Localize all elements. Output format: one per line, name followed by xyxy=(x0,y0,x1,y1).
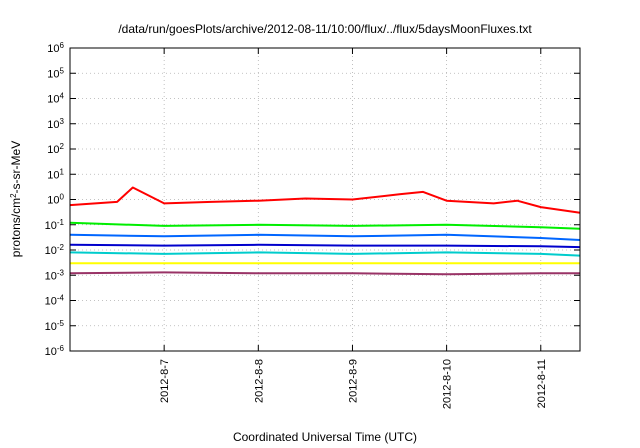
y-tick-label: 101 xyxy=(47,167,64,182)
x-tick-label: 2012-8-11 xyxy=(536,359,548,408)
y-tick-label: 105 xyxy=(47,66,64,81)
x-axis-label: Coordinated Universal Time (UTC) xyxy=(233,430,417,444)
tick-labels: 10-6 10-5 10-4 10-3 10-2 10-1 100 101 102 103 104 1… xyxy=(45,41,548,410)
y-tick-label: 104 xyxy=(47,91,64,106)
x-tick-label: 2012-8-8 xyxy=(253,359,265,403)
y-tick-label: 102 xyxy=(47,142,64,157)
series-layer xyxy=(69,186,581,276)
series-line-5 xyxy=(69,251,581,257)
x-tick-label: 2012-8-9 xyxy=(347,359,359,403)
y-tick-label: 100 xyxy=(47,192,64,207)
series-line-1 xyxy=(69,186,581,214)
y-tick-label: 10-1 xyxy=(45,217,65,232)
series-line-2 xyxy=(69,221,581,230)
y-tick-label: 10-6 xyxy=(45,344,65,359)
y-tick-label: 103 xyxy=(47,116,64,131)
series-line-7 xyxy=(69,271,580,276)
grid xyxy=(70,48,580,351)
y-tick-label: 106 xyxy=(47,41,64,56)
y-tick-label: 10-3 xyxy=(45,268,65,283)
series-line-3 xyxy=(69,233,581,241)
y-tick-label: 10-4 xyxy=(45,293,65,308)
axes xyxy=(69,47,581,352)
y-tick-label: 10-2 xyxy=(45,243,65,258)
x-tick-label: 2012-8-10 xyxy=(442,359,454,409)
plot-frame xyxy=(69,47,581,352)
chart-title: /data/run/goesPlots/archive/2012-08-11/1… xyxy=(118,22,532,36)
y-tick-label: 10-5 xyxy=(45,318,65,333)
x-tick-label: 2012-8-7 xyxy=(159,359,171,403)
y-axis-label: protons/cm2-s-sr-MeV xyxy=(9,141,24,257)
series-line-4 xyxy=(69,243,581,249)
